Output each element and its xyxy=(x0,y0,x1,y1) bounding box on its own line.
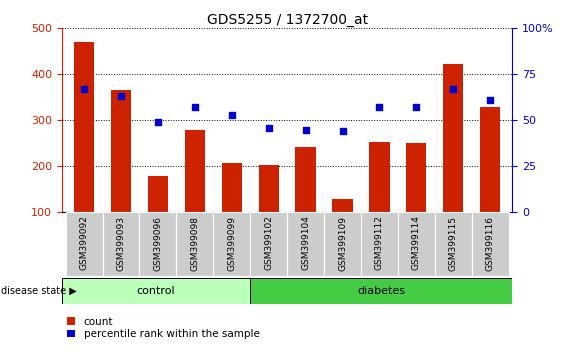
Text: GSM399102: GSM399102 xyxy=(264,216,273,270)
Text: GSM399096: GSM399096 xyxy=(153,216,162,270)
Bar xyxy=(406,143,427,212)
Point xyxy=(338,129,347,134)
Bar xyxy=(435,212,472,276)
Point xyxy=(375,105,384,110)
Bar xyxy=(361,212,398,276)
Point xyxy=(79,86,88,92)
Text: GSM399092: GSM399092 xyxy=(79,216,88,270)
Bar xyxy=(332,199,352,212)
Point xyxy=(153,119,162,125)
Point xyxy=(449,86,458,92)
Bar xyxy=(296,147,316,212)
Bar xyxy=(111,91,131,212)
Text: GSM399115: GSM399115 xyxy=(449,216,458,270)
Text: GSM399109: GSM399109 xyxy=(338,216,347,270)
Bar xyxy=(148,176,168,212)
Bar xyxy=(213,212,250,276)
Bar xyxy=(472,212,508,276)
Bar xyxy=(185,131,205,212)
Text: disease state ▶: disease state ▶ xyxy=(1,286,77,296)
Point xyxy=(412,105,421,110)
Text: diabetes: diabetes xyxy=(357,286,405,296)
Title: GDS5255 / 1372700_at: GDS5255 / 1372700_at xyxy=(207,13,368,27)
Text: GSM399099: GSM399099 xyxy=(227,216,236,270)
Bar xyxy=(287,212,324,276)
Bar xyxy=(62,278,249,304)
Bar xyxy=(249,278,512,304)
Bar xyxy=(74,42,94,212)
Point xyxy=(190,105,199,110)
Bar xyxy=(443,64,463,212)
Bar xyxy=(66,212,102,276)
Text: GSM399114: GSM399114 xyxy=(412,216,421,270)
Legend: count, percentile rank within the sample: count, percentile rank within the sample xyxy=(67,317,260,339)
Text: GSM399093: GSM399093 xyxy=(117,216,126,270)
Text: control: control xyxy=(136,286,175,296)
Bar xyxy=(369,142,390,212)
Bar xyxy=(102,212,140,276)
Point xyxy=(227,112,236,118)
Text: GSM399104: GSM399104 xyxy=(301,216,310,270)
Bar xyxy=(140,212,176,276)
Point xyxy=(486,97,495,103)
Point xyxy=(117,93,126,99)
Bar xyxy=(398,212,435,276)
Text: GSM399098: GSM399098 xyxy=(190,216,199,270)
Bar xyxy=(480,107,501,212)
Bar xyxy=(250,212,287,276)
Bar xyxy=(176,212,213,276)
Text: GSM399116: GSM399116 xyxy=(486,216,495,270)
Point xyxy=(301,127,310,132)
Bar xyxy=(222,163,242,212)
Text: GSM399112: GSM399112 xyxy=(375,216,384,270)
Bar xyxy=(324,212,361,276)
Bar xyxy=(258,165,279,212)
Point xyxy=(264,125,273,131)
